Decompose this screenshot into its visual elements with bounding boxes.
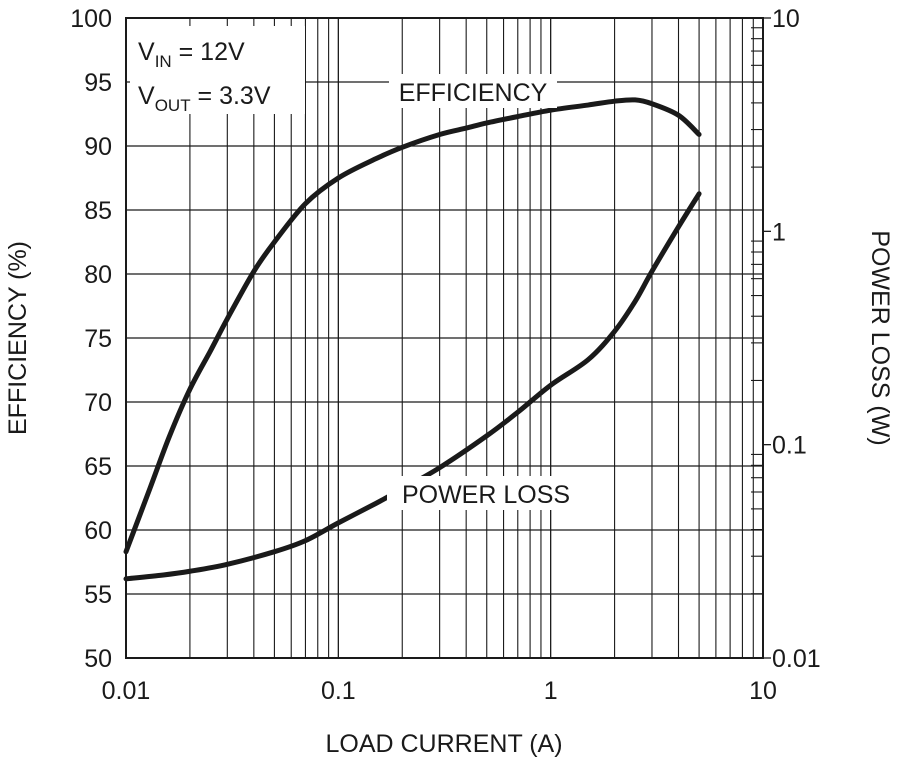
power-loss-series-label: POWER LOSS (402, 481, 570, 509)
y-tick-label: 100 (70, 5, 112, 33)
y-tick-label: 75 (84, 325, 112, 353)
conditions-box (130, 26, 305, 114)
efficiency-label-bg (389, 74, 557, 108)
efficiency-series-label: EFFICIENCY (399, 79, 548, 107)
y2-tick-label: 1 (772, 218, 786, 246)
power-loss-label-bg (387, 476, 585, 510)
y-tick-label: 50 (84, 645, 112, 673)
x-tick-label: 1 (544, 677, 558, 705)
efficiency-curve (123, 97, 702, 555)
y2-axis-title: POWER LOSS (W) (866, 230, 894, 445)
y-tick-label: 65 (84, 453, 112, 481)
plot-frame (125, 17, 764, 659)
y-tick-label: 90 (84, 133, 112, 161)
y2-tick-label: 10 (772, 5, 800, 33)
y2-tick-label: 0.1 (772, 432, 807, 460)
x-tick-label: 0.01 (102, 677, 151, 705)
y-axis-title: EFFICIENCY (%) (4, 241, 32, 435)
vin-annotation: VIN = 12V (138, 38, 245, 71)
x-tick-labels: 0.01 0.1 1 10 (102, 677, 777, 705)
grid (126, 17, 771, 659)
x-tick-label: 10 (749, 677, 777, 705)
y-tick-label: 80 (84, 261, 112, 289)
x-tick-label: 0.1 (321, 677, 356, 705)
y-tick-labels: 50 55 60 65 70 75 80 85 90 95 100 (70, 5, 112, 673)
y-tick-label: 60 (84, 517, 112, 545)
y2-tick-label: 0.01 (772, 645, 821, 673)
power-loss-curve (123, 191, 702, 582)
y-tick-label: 55 (84, 581, 112, 609)
y2-tick-labels: 0.01 0.1 1 10 (772, 5, 821, 673)
y-tick-label: 70 (84, 389, 112, 417)
y-tick-label: 85 (84, 197, 112, 225)
vout-annotation: VOUT = 3.3V (138, 82, 271, 115)
x-axis-title: LOAD CURRENT (A) (325, 730, 562, 758)
curves (123, 97, 702, 582)
y-tick-label: 95 (84, 69, 112, 97)
